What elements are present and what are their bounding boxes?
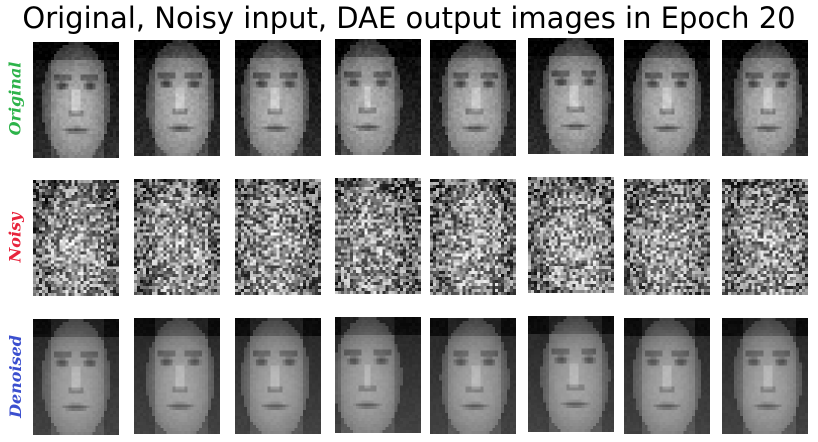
noisy-image-1-pixels xyxy=(33,180,119,296)
denoised-image-5-pixels xyxy=(430,318,516,434)
denoised-image-6 xyxy=(528,316,614,432)
original-image-3-pixels xyxy=(235,40,321,156)
original-image-1-pixels xyxy=(33,42,119,158)
noisy-image-8-pixels xyxy=(722,179,808,295)
noisy-image-7-pixels xyxy=(624,179,710,295)
denoised-image-7 xyxy=(624,318,710,434)
original-image-8-pixels xyxy=(722,40,808,156)
denoised-image-3 xyxy=(235,318,321,434)
denoised-image-1-pixels xyxy=(33,319,119,435)
noisy-image-4 xyxy=(335,178,421,294)
noisy-image-3 xyxy=(235,179,321,295)
noisy-image-2-pixels xyxy=(134,179,220,295)
noisy-image-6 xyxy=(528,177,614,293)
original-image-5-pixels xyxy=(430,40,516,156)
noisy-image-4-pixels xyxy=(335,178,421,294)
denoised-image-4-pixels xyxy=(335,317,421,433)
denoised-image-5 xyxy=(430,318,516,434)
original-image-4-pixels xyxy=(335,39,421,155)
row-label-noisy-text: Noisy xyxy=(6,212,25,262)
denoised-image-6-pixels xyxy=(528,316,614,432)
row-label-original-text: Original xyxy=(6,61,25,135)
noisy-image-5 xyxy=(430,179,516,295)
original-image-6-pixels xyxy=(528,38,614,154)
denoised-image-4 xyxy=(335,317,421,433)
original-image-7 xyxy=(624,40,710,156)
original-image-3 xyxy=(235,40,321,156)
original-image-4 xyxy=(335,39,421,155)
row-label-denoised-text: Denoised xyxy=(6,335,25,418)
original-image-6 xyxy=(528,38,614,154)
original-image-5 xyxy=(430,40,516,156)
original-image-7-pixels xyxy=(624,40,710,156)
noisy-image-7 xyxy=(624,179,710,295)
original-image-2-pixels xyxy=(134,40,220,156)
denoised-image-3-pixels xyxy=(235,318,321,434)
denoised-image-2-pixels xyxy=(134,318,220,434)
original-image-2 xyxy=(134,40,220,156)
original-image-8 xyxy=(722,40,808,156)
denoised-image-7-pixels xyxy=(624,318,710,434)
noisy-image-5-pixels xyxy=(430,179,516,295)
noisy-image-2 xyxy=(134,179,220,295)
row-label-original: Original xyxy=(0,40,30,156)
denoised-image-2 xyxy=(134,318,220,434)
row-label-noisy: Noisy xyxy=(0,179,30,295)
original-image-1 xyxy=(33,42,119,158)
noisy-image-3-pixels xyxy=(235,179,321,295)
denoised-image-8-pixels xyxy=(722,318,808,434)
row-label-denoised: Denoised xyxy=(0,318,30,434)
noisy-image-6-pixels xyxy=(528,177,614,293)
figure-title: Original, Noisy input, DAE output images… xyxy=(0,0,818,36)
denoised-image-8 xyxy=(722,318,808,434)
noisy-image-1 xyxy=(33,180,119,296)
noisy-image-8 xyxy=(722,179,808,295)
denoised-image-1 xyxy=(33,319,119,435)
